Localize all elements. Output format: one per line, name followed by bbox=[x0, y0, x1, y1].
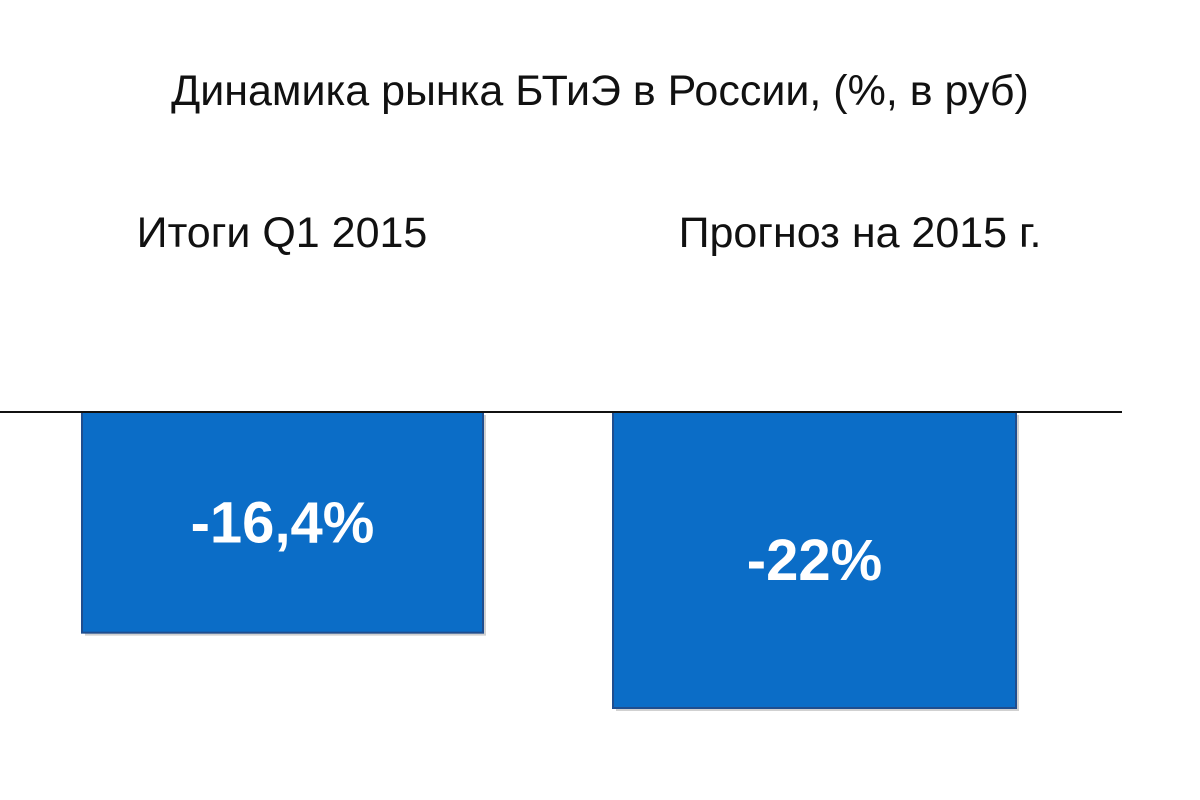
bar bbox=[81, 411, 484, 634]
bar bbox=[612, 411, 1017, 709]
category-label: Прогноз на 2015 г. bbox=[678, 209, 1042, 257]
bar-value-label: -16,4% bbox=[191, 490, 375, 555]
bar-value-label: -22% bbox=[747, 528, 882, 593]
category-label: Итоги Q1 2015 bbox=[136, 209, 428, 257]
chart-title: Динамика рынка БТиЭ в России, (%, в руб) bbox=[171, 67, 1029, 115]
